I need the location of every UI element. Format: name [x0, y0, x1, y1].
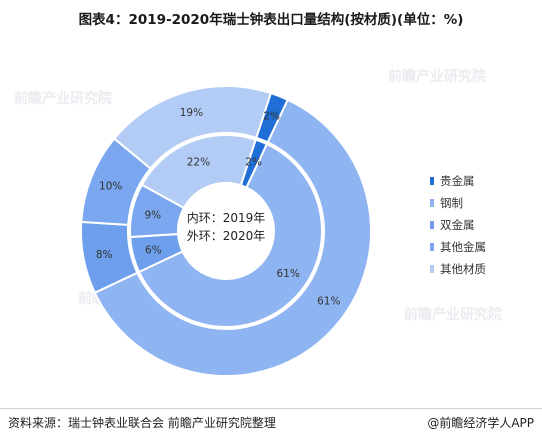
- legend-item: 贵金属: [430, 170, 486, 192]
- outer-segment-label-1: 61%: [317, 295, 340, 307]
- legend-swatch: [430, 221, 434, 229]
- outer-segment-label-0: 2%: [263, 111, 280, 123]
- legend-label: 双金属: [440, 218, 475, 232]
- legend-item: 其他金属: [430, 236, 486, 258]
- inner-segment-label-3: 9%: [144, 210, 161, 222]
- legend-item: 双金属: [430, 214, 486, 236]
- brand-credit: @前瞻经济学人APP: [427, 416, 534, 430]
- legend-item: 其他材质: [430, 258, 486, 280]
- outer-segment-label-2: 8%: [96, 249, 113, 261]
- outer-ring-2020: [80, 85, 372, 377]
- watermark: 前瞻产业研究院: [388, 69, 486, 85]
- legend-item: 钢制: [430, 192, 486, 214]
- inner-segment-label-1: 61%: [276, 268, 299, 280]
- inner-segment-4: [140, 134, 257, 210]
- footer-divider: [0, 408, 542, 409]
- legend: 贵金属 钢制 双金属 其他金属 其他材质: [430, 170, 486, 280]
- inner-segment-1: [137, 142, 323, 328]
- segment-labels: 2% 61% 6% 9% 22% 2% 61% 8% 10% 19%: [96, 107, 341, 307]
- watermark: 前瞻产业研究院: [404, 307, 502, 323]
- center-label-outer: 外环：2020年: [187, 229, 266, 243]
- outer-segment-label-4: 19%: [180, 107, 203, 119]
- legend-label: 其他金属: [440, 240, 486, 254]
- legend-label: 钢制: [440, 196, 463, 210]
- donut-chart: 2% 61% 6% 9% 22% 2% 61% 8% 10% 19% 内环：2019年 外环：20…: [80, 85, 372, 377]
- legend-label: 贵金属: [440, 174, 475, 188]
- outer-segment-1: [93, 98, 372, 377]
- legend-swatch: [430, 265, 434, 273]
- legend-swatch: [430, 199, 434, 207]
- outer-segment-label-3: 10%: [99, 180, 122, 192]
- inner-segment-label-2: 6%: [145, 245, 162, 257]
- legend-swatch: [430, 177, 434, 185]
- inner-ring-2019: [129, 134, 323, 328]
- center-label-inner: 内环：2019年: [187, 211, 266, 225]
- watermark: 前瞻产业研究院: [14, 91, 112, 107]
- outer-segment-4: [112, 85, 273, 170]
- inner-segment-label-0: 2%: [245, 156, 262, 168]
- source-note: 资料来源：瑞士钟表业联合会 前瞻产业研究院整理: [8, 416, 276, 430]
- chart-title: 图表4：2019-2020年瑞士钟表出口量结构(按材质)(单位：%): [78, 12, 464, 28]
- legend-swatch: [430, 243, 434, 251]
- inner-segment-label-4: 22%: [187, 156, 210, 168]
- legend-label: 其他材质: [440, 262, 486, 276]
